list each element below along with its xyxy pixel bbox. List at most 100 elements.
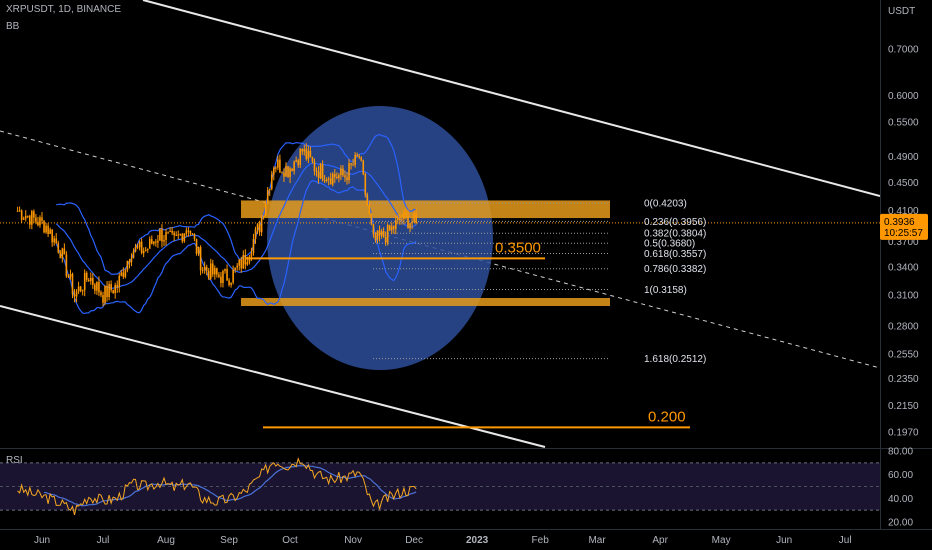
price-zone[interactable] [241, 297, 610, 306]
candle-body [110, 284, 112, 291]
candle-body [407, 215, 409, 229]
time-tick-label: Jul [839, 535, 852, 546]
candle-body [240, 259, 243, 269]
indicator-label-bb[interactable]: BB [6, 21, 20, 32]
bb-lower-band [55, 180, 417, 315]
candle-body [258, 224, 261, 233]
rsi-pane[interactable] [0, 457, 880, 515]
price-axis[interactable]: 0.7000 0.6000 0.5500 0.4900 0.4500 0.4100 0.37… [888, 45, 919, 439]
candle-body [151, 239, 153, 244]
candle-body [165, 232, 167, 241]
candle-body [279, 159, 281, 173]
candle-body [77, 286, 80, 292]
candle-body [87, 279, 90, 282]
candle-body [388, 225, 391, 231]
rsi-tick-label: 60.00 [888, 470, 913, 481]
candle-body [157, 240, 159, 243]
channel-upper-line[interactable] [142, 0, 880, 197]
supply-demand-zones[interactable] [241, 200, 610, 306]
candle-body [301, 148, 304, 152]
candle-body [268, 188, 271, 191]
fib-level-label: 0.786(0.3382) [644, 264, 706, 275]
candle-body [295, 160, 297, 162]
candle-body [348, 163, 350, 181]
price-tick-label: 0.2800 [888, 321, 919, 332]
candle-body [313, 161, 316, 171]
candle-body [352, 164, 354, 166]
candle-body [138, 241, 141, 248]
candle-body [350, 163, 352, 165]
candle-body [212, 263, 214, 275]
candle-body [197, 247, 200, 254]
candle-body [356, 154, 358, 157]
candle-body [116, 284, 119, 288]
candle-body [392, 226, 395, 229]
candle-body [183, 233, 186, 242]
price-tick-label: 0.4900 [888, 152, 919, 163]
candle-body [153, 241, 155, 244]
candle-body [173, 232, 175, 236]
candle-body [193, 234, 196, 240]
candle-body [331, 174, 334, 185]
candle-body [250, 253, 253, 257]
candle-body [122, 272, 125, 277]
candle-body [384, 236, 387, 243]
price-zone[interactable] [241, 200, 610, 219]
candle-body [146, 248, 149, 250]
last-price-value: 0.3936 [884, 217, 915, 228]
time-tick-label: Mar [588, 535, 606, 546]
candle-body [63, 248, 66, 255]
candle-body [144, 249, 147, 251]
price-tick-label: 0.4100 [888, 206, 919, 217]
price-tick-label: 0.3400 [888, 263, 919, 274]
candle-body [309, 150, 312, 158]
candle-body [102, 295, 104, 303]
candle-body [134, 246, 137, 252]
candle-body [71, 273, 74, 295]
price-tick-label: 0.4500 [888, 178, 919, 189]
indicator-label-rsi[interactable]: RSI [6, 455, 23, 466]
candle-body [260, 216, 263, 233]
candle-body [252, 239, 255, 254]
candle-body [262, 216, 265, 218]
symbol-title[interactable]: XRPUSDT, 1D, BINANCE [6, 4, 121, 15]
candle-body [236, 265, 238, 268]
candle-body [405, 211, 407, 216]
candle-body [319, 164, 322, 179]
candle-body [191, 233, 194, 235]
candle-body [142, 250, 145, 254]
candle-body [238, 259, 241, 266]
candle-body [124, 270, 127, 277]
candle-body [277, 159, 279, 168]
time-axis[interactable]: Jun Jul Aug Sep Oct Nov Dec 2023 Feb Mar Apr May Jun… [34, 535, 852, 546]
candle-body [16, 210, 19, 212]
candle-body [397, 217, 399, 221]
candle-body [81, 290, 84, 292]
candle-body [199, 247, 202, 271]
candle-body [57, 243, 60, 253]
candle-body [264, 202, 267, 217]
candle-body [41, 217, 43, 221]
candle-body [112, 290, 114, 294]
candle-body [47, 225, 49, 234]
candlesticks [16, 143, 417, 307]
candle-body [220, 276, 222, 284]
time-tick-label: Apr [652, 535, 668, 546]
candle-body [317, 171, 320, 179]
candle-body [266, 190, 269, 203]
candle-body [336, 176, 338, 179]
candle-body [323, 179, 326, 181]
candle-body [37, 221, 39, 226]
candle-body [114, 284, 116, 294]
rsi-axis[interactable]: 80.00 60.00 40.00 20.00 [888, 447, 913, 529]
price-pane[interactable]: 0.3500 0.200 [0, 0, 880, 448]
bb-basis-band [55, 162, 417, 289]
time-tick-label: Sep [220, 535, 238, 546]
candle-body [94, 284, 96, 291]
channel-lower-line[interactable] [0, 305, 546, 448]
candle-body [297, 160, 299, 166]
price-tick-label: 0.2350 [888, 374, 919, 385]
candle-body [399, 217, 401, 221]
candle-body [201, 269, 204, 271]
candle-body [33, 211, 35, 218]
